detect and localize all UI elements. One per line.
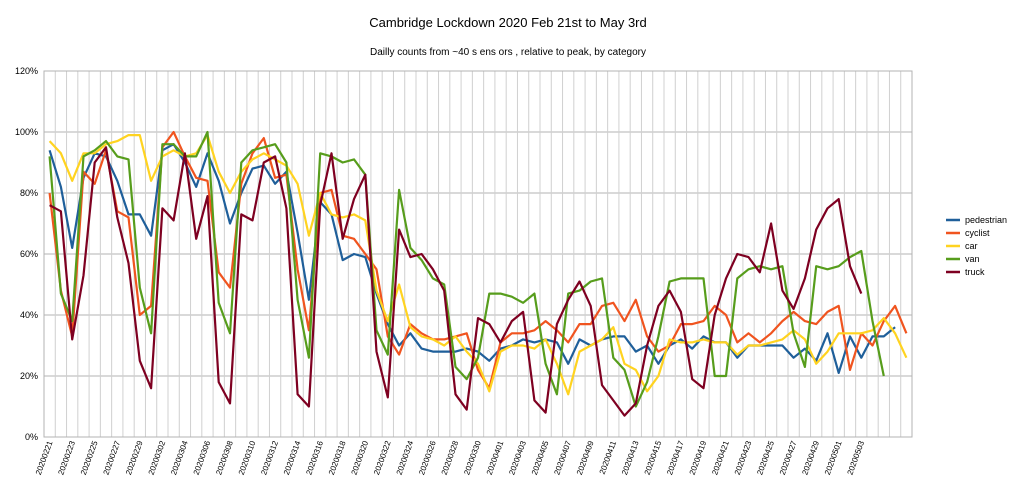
y-tick-label: 20% xyxy=(20,371,38,381)
legend-label-car: car xyxy=(965,241,978,251)
y-axis: 0% 20% 40% 60% 80% 100% 120% xyxy=(15,66,38,442)
legend-label-van: van xyxy=(965,254,980,264)
y-tick-label: 40% xyxy=(20,310,38,320)
y-tick-label: 0% xyxy=(25,432,38,442)
series-line-car xyxy=(48,134,908,396)
series-line-truck xyxy=(49,146,863,417)
legend-label-pedestrian: pedestrian xyxy=(965,215,1007,225)
chart-subtitle: Dailly counts from ~40 s ens ors , relat… xyxy=(370,47,646,58)
chart-title: Cambridge Lockdown 2020 Feb 21st to May … xyxy=(369,15,647,30)
series-lines xyxy=(48,130,908,417)
y-tick-label: 80% xyxy=(20,188,38,198)
series-line-van xyxy=(48,130,885,408)
legend-label-cyclist: cyclist xyxy=(965,228,990,238)
plot-frame xyxy=(43,70,913,438)
y-tick-label: 100% xyxy=(15,127,38,137)
y-tick-label: 120% xyxy=(15,66,38,76)
legend-label-truck: truck xyxy=(965,267,985,277)
y-tick-label: 60% xyxy=(20,249,38,259)
series-line-cyclist xyxy=(48,130,908,390)
legend: pedestrian cyclist car van truck xyxy=(946,215,1007,277)
